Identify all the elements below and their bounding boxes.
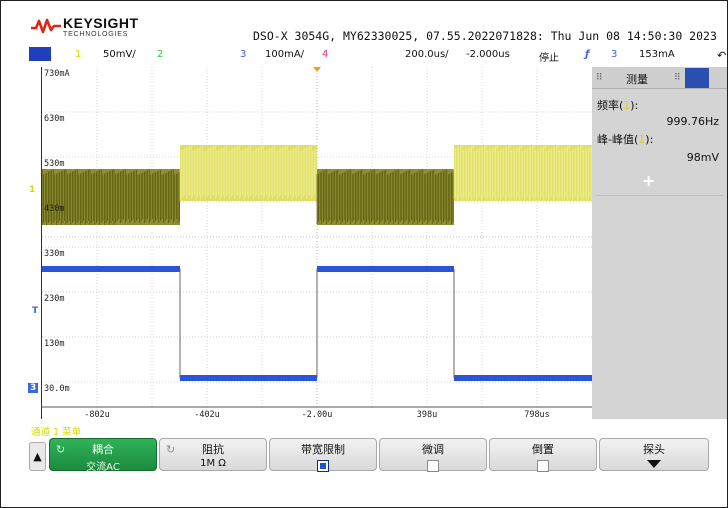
y-axis-label: 730mA	[44, 69, 70, 79]
run-state[interactable]: 停止	[539, 53, 559, 64]
bandwidth-limit-checkbox[interactable]	[317, 460, 329, 472]
trigger-edge-icon: ƒ	[585, 49, 590, 60]
arrow-down-icon	[647, 460, 661, 468]
invert-label: 倒置	[532, 443, 554, 456]
channel-1-number[interactable]: 1	[75, 49, 82, 60]
menu-up-button[interactable]: ▲	[29, 442, 46, 471]
x-axis-label: -402u	[194, 410, 220, 419]
measurements-menu-button[interactable]	[685, 68, 709, 88]
measurement-1-value: 999.76Hz	[666, 115, 719, 128]
waveform-grid: 730mA 630m 530m 430m 330m 230m 130m 30.0m -802u -…	[42, 67, 592, 419]
rotary-knob-icon: ↻	[56, 443, 66, 456]
brand-subtitle: TECHNOLOGIES	[63, 31, 129, 38]
channel-3-trace-segment	[317, 266, 454, 272]
trigger-level[interactable]: 153mA	[639, 49, 675, 60]
channel-1-ground-marker[interactable]: 1	[29, 185, 36, 195]
probe-label: 探头	[643, 443, 665, 456]
x-axis-label: -2.00u	[302, 410, 333, 419]
impedance-softkey[interactable]: ↻ 阻抗 1M Ω	[159, 438, 267, 471]
impedance-value: 1M Ω	[200, 458, 226, 469]
acquire-mode-icon[interactable]: ↶	[717, 49, 727, 62]
measurement-2-label: 峰-峰值(1):	[597, 133, 654, 146]
keysight-logo-icon	[31, 18, 61, 34]
channel-1-trace-noise	[42, 169, 180, 225]
probe-softkey[interactable]: 探头	[599, 438, 709, 471]
x-axis-label: -802u	[84, 410, 110, 419]
bandwidth-limit-softkey[interactable]: 带宽限制	[269, 438, 377, 472]
channel-3-ground-marker[interactable]: 3	[28, 383, 39, 393]
coupling-label: 耦合	[92, 443, 114, 456]
channel-1-trace-noise	[453, 145, 592, 201]
y-axis-label: 630m	[44, 114, 64, 124]
channel-3-number[interactable]: 3	[240, 49, 247, 60]
brand-name: KEYSIGHT	[63, 15, 139, 31]
trigger-source[interactable]: 3	[611, 49, 618, 60]
fine-softkey[interactable]: 微调	[379, 438, 487, 472]
measurement-1-label: 频率(1):	[597, 99, 639, 112]
y-axis-label: 230m	[44, 294, 64, 304]
trigger-position-marker	[313, 67, 321, 72]
rotary-knob-icon: ↻	[166, 443, 176, 456]
divider	[596, 195, 723, 196]
x-axis-label: 398u	[417, 410, 437, 419]
fine-checkbox[interactable]	[427, 460, 439, 472]
time-delay[interactable]: -2.000us	[466, 49, 510, 60]
channel-2-number[interactable]: 2	[157, 49, 164, 60]
y-axis-label: 30.0m	[44, 384, 70, 394]
invert-checkbox[interactable]	[537, 460, 549, 472]
status-bar: 1 50mV/ 2 3 100mA/ 4 200.0us/ -2.000us 停…	[29, 47, 726, 64]
channel-3-trace-segment	[42, 266, 180, 272]
measurements-title: 测量	[626, 73, 648, 86]
measurements-panel: ⠿ 测量 ⠿ 频率(1): 999.76Hz 峰-峰值(1): 98mV +	[592, 67, 727, 419]
channel-1-scale[interactable]: 50mV/	[103, 49, 136, 60]
coupling-value: 交流AC	[86, 462, 120, 473]
timebase-scale[interactable]: 200.0us/	[405, 49, 449, 60]
channel-1-badge[interactable]	[29, 47, 51, 61]
channel-1-trace-noise	[179, 145, 317, 201]
add-measurement-button[interactable]: +	[642, 171, 656, 190]
header: KEYSIGHT TECHNOLOGIES DSO-X 3054G, MY623…	[1, 1, 727, 47]
x-axis-label: 798us	[524, 410, 550, 419]
channel-3-trace-segment	[180, 375, 317, 381]
coupling-softkey[interactable]: ↻ 耦合 交流AC	[49, 438, 157, 473]
channel-3-scale[interactable]: 100mA/	[265, 49, 305, 60]
grip-icon: ⠿	[674, 73, 681, 83]
impedance-label: 阻抗	[202, 443, 224, 456]
model-info: DSO-X 3054G, MY62330025, 07.55.202207182…	[253, 29, 717, 43]
waveform-display[interactable]: 730mA 630m 530m 430m 330m 230m 130m 30.0m -802u -…	[41, 67, 592, 419]
y-axis-label: 130m	[44, 339, 64, 349]
y-axis-label: 530m	[44, 159, 64, 169]
channel-3-trace-segment	[454, 375, 592, 381]
invert-softkey[interactable]: 倒置	[489, 438, 597, 472]
fine-label: 微调	[422, 443, 444, 456]
bandwidth-limit-label: 带宽限制	[301, 443, 345, 456]
measurements-header: ⠿ 测量 ⠿	[592, 67, 727, 89]
trigger-level-marker[interactable]: T	[32, 306, 39, 316]
channel-1-trace-noise	[316, 169, 454, 224]
y-axis-label: 430m	[44, 204, 64, 214]
channel-4-number[interactable]: 4	[322, 49, 329, 60]
menu-title: 通道 1 菜单	[31, 427, 82, 438]
y-axis-label: 330m	[44, 249, 64, 259]
grip-icon: ⠿	[596, 73, 603, 83]
measurement-2-value: 98mV	[686, 151, 719, 164]
